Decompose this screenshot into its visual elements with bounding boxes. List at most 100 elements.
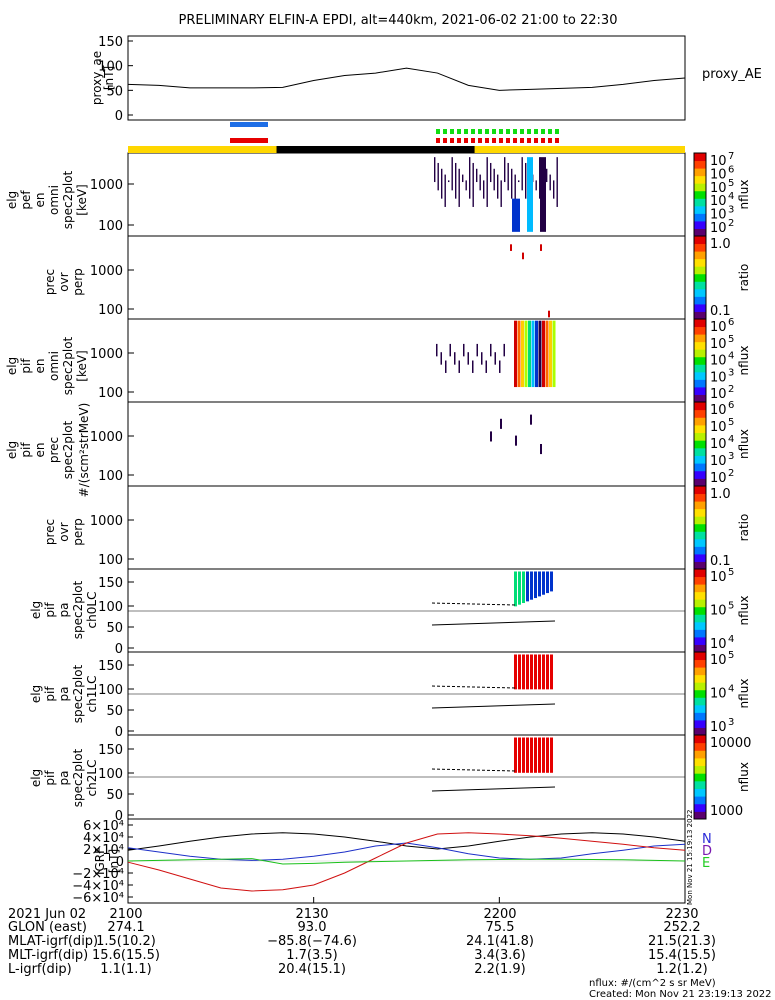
spectrogram-cell bbox=[526, 571, 529, 602]
colorbar-label: 10 bbox=[710, 320, 727, 335]
spectrogram-cell bbox=[527, 157, 533, 232]
spectrogram-cell bbox=[550, 654, 553, 690]
colorbar-segment bbox=[694, 183, 706, 192]
y-tick-label: 1000 bbox=[90, 264, 123, 279]
spectrogram-cell bbox=[434, 157, 436, 183]
colorbar-segment bbox=[694, 402, 706, 411]
colorbar-label: 10 bbox=[710, 403, 727, 418]
igrf-index-D: D bbox=[702, 844, 712, 859]
y-axis-label: pa bbox=[57, 603, 71, 618]
y-axis-label: pif bbox=[19, 442, 33, 458]
y-tick-label: 100 bbox=[98, 219, 123, 234]
green-marker bbox=[464, 129, 468, 134]
colorbar-segment bbox=[694, 251, 706, 260]
spectrogram-cell bbox=[485, 360, 487, 373]
spectrogram-cell bbox=[534, 571, 537, 599]
spectrogram-cell bbox=[538, 571, 541, 597]
colorbar-segment bbox=[694, 228, 706, 237]
ephemeris-value: 1.1(1.1) bbox=[100, 962, 152, 977]
ephemeris-label: L-igrf(dip) bbox=[8, 962, 72, 977]
green-marker bbox=[457, 129, 461, 134]
y-axis-label: #/(scm²strMeV) bbox=[77, 403, 91, 498]
colorbar-segment bbox=[694, 153, 706, 162]
ephemeris-label: GLON (east) bbox=[8, 920, 87, 935]
green-marker bbox=[436, 129, 440, 134]
colorbar-segment bbox=[694, 689, 706, 698]
colorbar-label: 10 bbox=[710, 337, 727, 352]
colorbar-segment bbox=[694, 750, 706, 759]
y-tick-label: 100 bbox=[98, 683, 123, 698]
colorbar-segment bbox=[694, 614, 706, 623]
red-marker bbox=[527, 138, 531, 143]
y-axis-label: elg bbox=[5, 441, 19, 459]
panel-frame bbox=[127, 651, 686, 736]
y-axis-label: pif bbox=[43, 770, 57, 786]
spectrogram-cell bbox=[467, 352, 469, 365]
y-tick-label: 0 bbox=[115, 642, 123, 657]
colorbar-segment bbox=[694, 486, 706, 495]
spectrogram-cell bbox=[518, 654, 521, 690]
colorbar-segment bbox=[694, 258, 706, 267]
colorbar-label: 10 bbox=[710, 687, 727, 702]
spectrogram-cell bbox=[534, 737, 537, 773]
colorbar-exponent: 2 bbox=[728, 384, 734, 395]
spectrogram-cell bbox=[444, 174, 446, 207]
spectrogram-cell bbox=[518, 737, 521, 773]
colorbar-label: 10 bbox=[710, 208, 727, 223]
y-axis-label: perp bbox=[71, 268, 85, 296]
colorbar-segment bbox=[694, 719, 706, 728]
colorbar-label: 0.1 bbox=[710, 304, 731, 319]
y-tick-label: 100 bbox=[98, 303, 123, 318]
colorbar-segment bbox=[694, 811, 706, 820]
colorbar-segment bbox=[694, 447, 706, 456]
y-axis-label: en bbox=[33, 193, 47, 208]
colorbar-segment bbox=[694, 303, 706, 312]
green-marker bbox=[534, 129, 538, 134]
igrf-component-legend: NDE bbox=[702, 832, 712, 871]
spectrogram-cell bbox=[526, 654, 529, 690]
green-marker bbox=[548, 129, 552, 134]
spectrogram-cell bbox=[538, 320, 542, 388]
spectrogram-cell bbox=[490, 431, 492, 442]
y-tick-label: 50 bbox=[106, 788, 123, 803]
lc-line-upper bbox=[431, 685, 516, 689]
y-tick-label: 150 bbox=[98, 576, 123, 591]
science-zone-blue bbox=[230, 122, 268, 127]
colorbar-label: 10 bbox=[710, 604, 727, 619]
y-axis-label: pif bbox=[43, 686, 57, 702]
colorbar-segment bbox=[694, 803, 706, 812]
igrf-line-black bbox=[127, 832, 686, 851]
colorbar-segment bbox=[694, 788, 706, 797]
y-axis-label: [keV] bbox=[75, 184, 89, 215]
colorbar-segment bbox=[694, 273, 706, 282]
red-marker bbox=[436, 138, 440, 143]
ephemeris-value: 3.4(3.6) bbox=[474, 948, 526, 963]
colorbar-segment bbox=[694, 546, 706, 555]
colorbar-segment bbox=[694, 576, 706, 585]
colorbar-label: 1000 bbox=[710, 804, 743, 819]
colorbar-label: 1.0 bbox=[710, 237, 731, 252]
colorbar-label: 10 bbox=[710, 370, 727, 385]
colorbar-segment bbox=[694, 326, 706, 335]
red-marker bbox=[443, 138, 447, 143]
colorbar-segment bbox=[694, 516, 706, 525]
spectrogram-cell bbox=[524, 320, 528, 388]
colorbar-label: 10 bbox=[710, 354, 727, 369]
spectrogram-cell bbox=[549, 174, 551, 191]
colorbar-segment bbox=[694, 667, 706, 676]
spectrogram-cell bbox=[522, 737, 525, 773]
red-marker bbox=[450, 138, 454, 143]
y-axis-label: [keV] bbox=[75, 350, 89, 381]
spectrogram-cell bbox=[500, 180, 502, 207]
spectrogram-cell bbox=[538, 654, 541, 690]
figure-title: PRELIMINARY ELFIN-A EPDI, alt=440km, 202… bbox=[179, 13, 618, 28]
green-marker bbox=[555, 129, 559, 134]
green-marker bbox=[492, 129, 496, 134]
colorbar-segment bbox=[694, 349, 706, 358]
spectrogram-cell bbox=[445, 360, 447, 373]
y-axis-label: omni bbox=[47, 351, 61, 381]
colorbar-segment bbox=[694, 674, 706, 683]
spectrogram-cell bbox=[483, 180, 485, 199]
spectrogram-cell bbox=[515, 435, 517, 446]
ephemeris-value: 20.4(15.1) bbox=[278, 962, 346, 977]
